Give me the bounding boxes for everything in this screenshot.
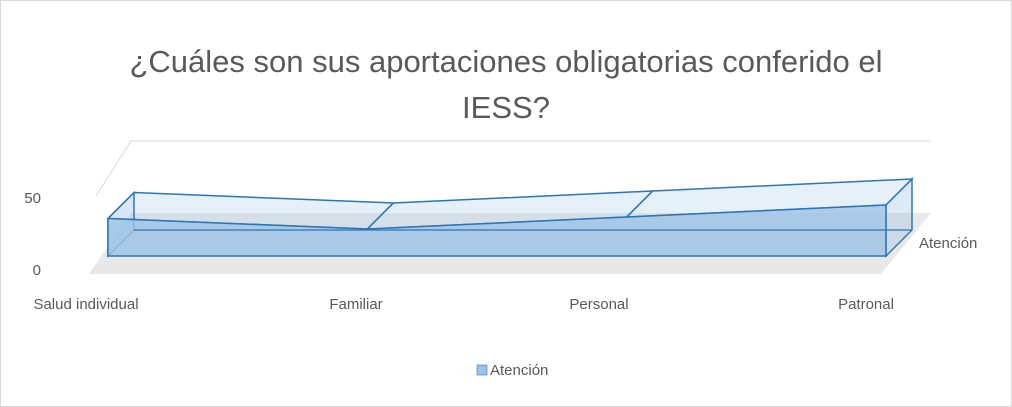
grid-line [95, 140, 931, 197]
depth-axis-label: Atención [919, 235, 977, 252]
x-tick-label: Salud individual [33, 296, 138, 313]
legend-swatch [476, 364, 488, 376]
x-tick-label: Personal [569, 296, 628, 313]
y-tick-label: 0 [33, 262, 41, 279]
x-tick-label: Familiar [329, 296, 382, 313]
legend-label: Atención [490, 362, 548, 379]
y-tick-label: 50 [24, 190, 41, 207]
chart-title: ¿Cuáles son sus aportaciones obligatoria… [129, 44, 883, 125]
x-tick-label: Patronal [838, 296, 894, 313]
